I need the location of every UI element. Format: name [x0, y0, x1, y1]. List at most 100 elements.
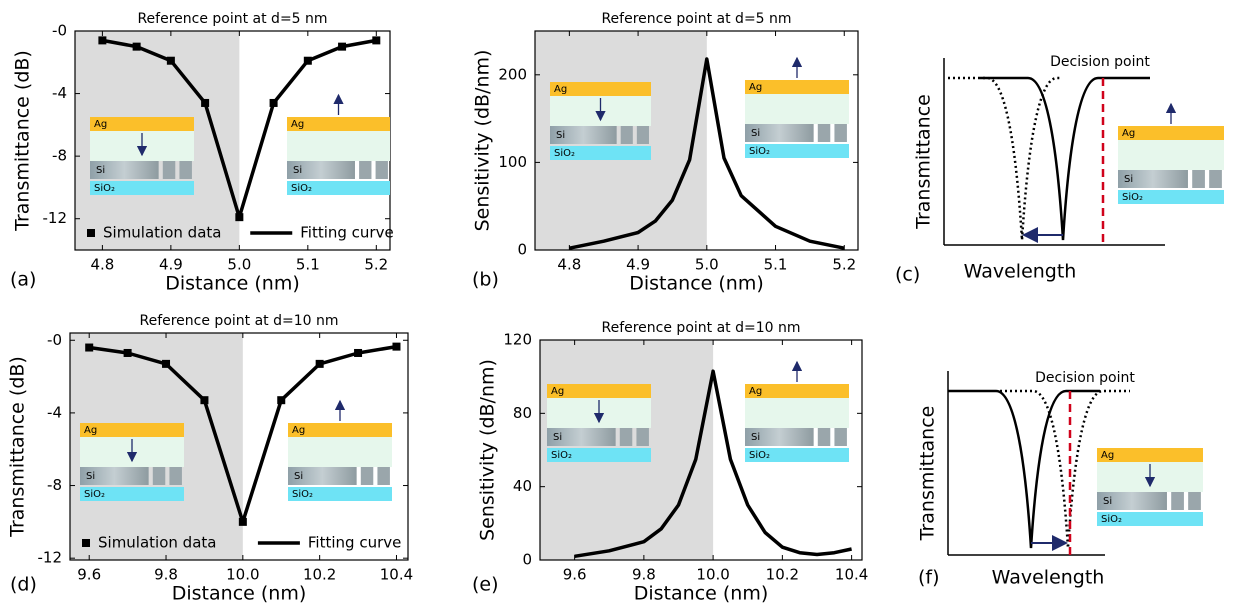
- inset-sio2-layer: [287, 181, 390, 195]
- inset-si-block: [636, 126, 649, 144]
- x-tick-label: 10.0: [226, 566, 259, 584]
- y-tick-label: -0: [47, 331, 62, 349]
- inset-label: Si: [96, 165, 105, 176]
- panel-label: (b): [472, 269, 499, 291]
- legend-label: Fitting curve: [300, 224, 393, 242]
- inset-si-layer: [745, 428, 814, 446]
- x-tick-label: 5.1: [764, 256, 788, 274]
- x-tick-label: 10.2: [303, 566, 336, 584]
- inset-label: SiO₂: [749, 146, 770, 157]
- inset-si-layer: [288, 467, 357, 485]
- inset-ag-layer: [1118, 126, 1224, 140]
- inset-ag-layer: [80, 423, 184, 437]
- legend-marker: [82, 539, 90, 547]
- y-tick-label: 80: [513, 404, 532, 422]
- inset-sio2-layer: [90, 181, 194, 195]
- panel-label: (c): [895, 264, 920, 286]
- inset-label: Si: [1124, 174, 1133, 185]
- data-point: [372, 36, 381, 45]
- data-line: [569, 57, 845, 250]
- plot-frame: [539, 339, 863, 561]
- y-tick-label: -12: [43, 209, 68, 227]
- inset-label: Ag: [554, 84, 567, 95]
- inset-ag-layer: [288, 423, 392, 437]
- inset-label: Ag: [1122, 128, 1135, 139]
- data-line: [574, 369, 852, 559]
- x-tick-label: 4.8: [90, 256, 114, 274]
- inset-sio2-layer: [288, 487, 392, 501]
- y-tick-label: -0: [52, 22, 67, 40]
- inset-label: Ag: [1101, 450, 1114, 461]
- inset-ag-layer: [550, 82, 651, 96]
- inset-si-block: [360, 467, 374, 485]
- x-tick-label: 10.0: [696, 566, 729, 584]
- inset-label: Si: [751, 432, 760, 443]
- inset-label: Si: [556, 130, 565, 141]
- panel-title: Reference point at d=10 nm: [139, 313, 338, 329]
- inset-label: Si: [86, 471, 95, 482]
- inset-si-block: [1192, 170, 1205, 188]
- inset-si-layer: [547, 428, 616, 446]
- y-axis-label: Transmittance: [913, 94, 935, 230]
- x-tick-label: 5.0: [227, 256, 251, 274]
- panel-label: (e): [472, 574, 499, 596]
- inset-cladding: [745, 398, 849, 428]
- y-axis-label: Transmittance (dB): [7, 356, 29, 538]
- inset-si-block: [359, 161, 372, 179]
- inset-label: Ag: [291, 119, 304, 130]
- panel-label: (d): [10, 574, 37, 596]
- x-tick-label: 9.8: [154, 566, 178, 584]
- panel-title: Reference point at d=5 nm: [137, 11, 327, 27]
- inset-label: SiO₂: [292, 489, 313, 500]
- inset-si-block: [834, 124, 847, 142]
- x-axis-label: Wavelength: [964, 261, 1077, 283]
- legend-marker: [87, 229, 95, 237]
- inset-label: Ag: [749, 386, 762, 397]
- x-axis-label: Distance (nm): [634, 583, 769, 605]
- y-tick-label: 200: [498, 65, 527, 83]
- x-tick-label: 9.6: [563, 566, 587, 584]
- inset-si-block: [1188, 492, 1201, 510]
- inset-si-block: [1171, 492, 1184, 510]
- inset-si-block: [636, 428, 649, 446]
- inset-sio2-layer: [745, 448, 849, 462]
- inset-sio2-layer: [1118, 190, 1224, 204]
- legend-label: Simulation data: [103, 224, 221, 242]
- inset-label: Si: [293, 165, 302, 176]
- inset-ag-layer: [547, 384, 651, 398]
- panel-title: Reference point at d=10 nm: [601, 320, 800, 336]
- y-tick-label: 0: [517, 241, 527, 259]
- x-tick-label: 10.4: [380, 566, 413, 584]
- inset-si-block: [162, 161, 176, 179]
- inset-si-layer: [90, 161, 159, 179]
- x-tick-label: 9.8: [632, 566, 656, 584]
- inset-sio2-layer: [745, 144, 849, 158]
- solid-curve: [948, 389, 1100, 549]
- x-axis-label: Distance (nm): [172, 583, 307, 605]
- inset-label: Ag: [84, 425, 97, 436]
- inset-cladding: [287, 131, 390, 161]
- x-axis-label: Distance (nm): [165, 273, 300, 295]
- x-axis-label: Distance (nm): [629, 273, 764, 295]
- y-tick-label: 100: [498, 153, 527, 171]
- inset-ag-layer: [287, 117, 390, 131]
- inset-si-block: [817, 428, 831, 446]
- x-tick-label: 4.9: [159, 256, 183, 274]
- y-tick-label: -4: [47, 403, 62, 421]
- inset-si-layer: [287, 161, 355, 179]
- y-axis-label: Transmittance: [917, 406, 939, 542]
- inset-label: SiO₂: [749, 450, 770, 461]
- x-tick-label: 5.0: [695, 256, 719, 274]
- x-axis-label: Wavelength: [992, 567, 1105, 589]
- plot-frame: [534, 30, 859, 251]
- plot-frame: [69, 332, 409, 561]
- inset-sio2-layer: [1097, 512, 1203, 526]
- inset-sio2-layer: [547, 448, 651, 462]
- inset-si-block: [152, 467, 166, 485]
- data-line: [88, 344, 397, 524]
- y-tick-label: -8: [47, 476, 62, 494]
- inset-label: SiO₂: [94, 183, 115, 194]
- inset-label: SiO₂: [1101, 514, 1122, 525]
- inset-ag-layer: [745, 80, 849, 94]
